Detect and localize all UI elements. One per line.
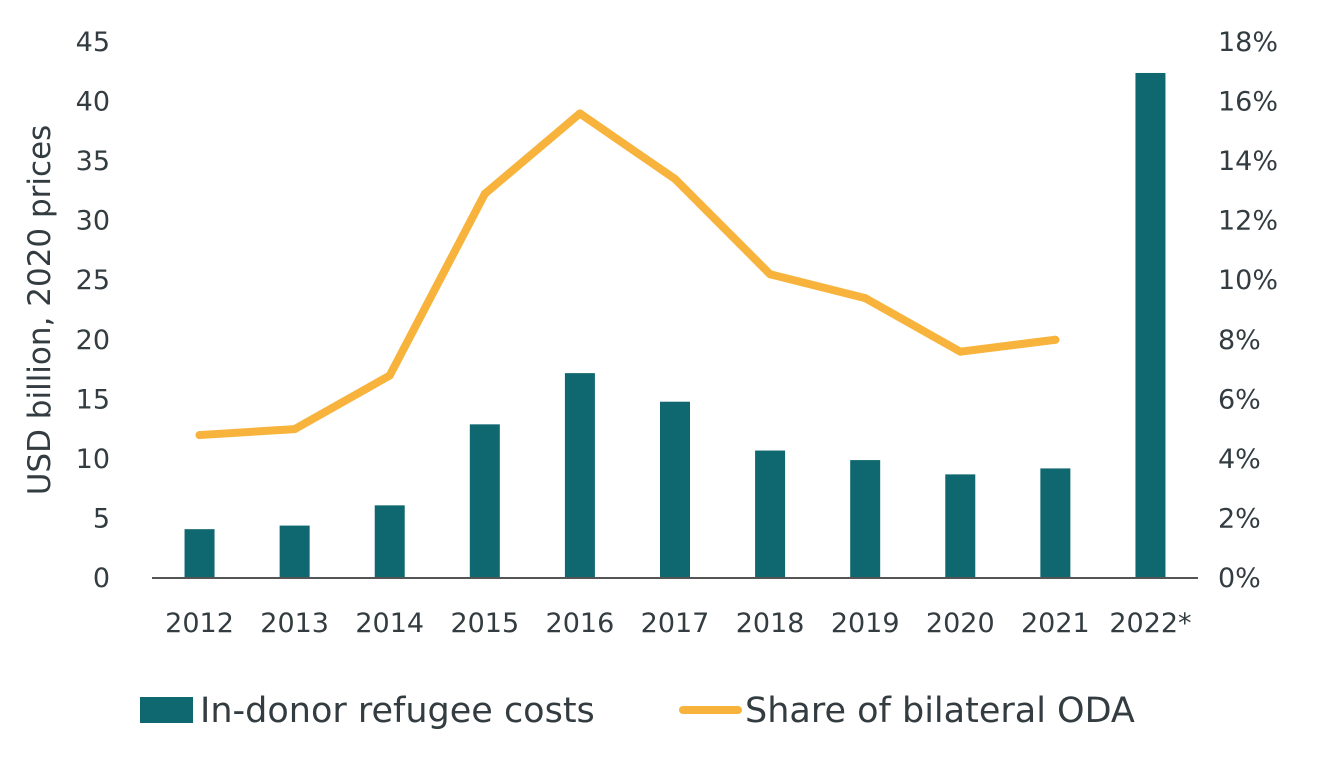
- line-point: [956, 347, 965, 356]
- bar: [184, 529, 215, 578]
- legend: In-donor refugee costs Share of bilatera…: [140, 691, 1135, 731]
- y-tick-label: 10: [76, 444, 110, 475]
- bar: [1040, 468, 1071, 578]
- line-point: [671, 174, 679, 183]
- line-point: [195, 431, 204, 440]
- legend-line-label: Share of bilateral ODA: [745, 691, 1135, 731]
- left-axis-ticks: 0 5 10 15 20 25 30 35 40 45: [76, 27, 110, 594]
- y-tick-label: 45: [76, 27, 110, 58]
- y2-tick-label: 18%: [1218, 27, 1278, 58]
- y-tick-label: 35: [76, 146, 110, 177]
- x-tick-label: 2019: [831, 608, 900, 639]
- y-tick-label: 0: [93, 563, 110, 594]
- line-point: [1051, 335, 1060, 344]
- y2-tick-label: 4%: [1218, 444, 1261, 475]
- y2-tick-label: 0%: [1218, 563, 1261, 594]
- line-point: [480, 189, 489, 198]
- y-tick-label: 5: [93, 503, 110, 534]
- x-tick-label: 2015: [450, 608, 519, 639]
- y-tick-label: 25: [76, 265, 110, 296]
- x-axis-ticks: 2012 2013 2014 2015 2016 2017 2018 2019 2020 2021…: [165, 608, 1191, 639]
- bar: [374, 505, 405, 578]
- y2-tick-label: 16%: [1218, 87, 1278, 118]
- y2-tick-label: 10%: [1218, 265, 1278, 296]
- line-point: [290, 425, 299, 434]
- line-point: [766, 270, 775, 279]
- line-series: [195, 109, 1060, 440]
- bar-series: [184, 72, 1166, 579]
- x-tick-label: 2021: [1021, 608, 1090, 639]
- bar: [660, 401, 690, 578]
- right-axis-ticks: 0% 2% 4% 6% 8% 10% 12% 14% 16% 18%: [1218, 27, 1278, 594]
- bar: [279, 525, 310, 578]
- bar: [850, 460, 881, 578]
- x-tick-label: 2014: [355, 608, 424, 639]
- y2-tick-label: 2%: [1218, 503, 1261, 534]
- line-point: [575, 109, 584, 118]
- y2-tick-label: 12%: [1218, 206, 1278, 237]
- y-tick-label: 20: [76, 325, 110, 356]
- bar: [469, 424, 500, 578]
- x-tick-label: 2013: [260, 608, 329, 639]
- y2-tick-label: 6%: [1218, 384, 1261, 415]
- legend-bar-label: In-donor refugee costs: [200, 691, 595, 731]
- y2-tick-label: 8%: [1218, 325, 1261, 356]
- bar: [1135, 72, 1166, 579]
- bar: [945, 474, 976, 578]
- y2-tick-label: 14%: [1218, 146, 1278, 177]
- x-tick-label: 2020: [926, 608, 995, 639]
- y-tick-label: 30: [76, 206, 110, 237]
- line-point: [861, 294, 870, 303]
- y-tick-label: 40: [76, 87, 110, 118]
- x-tick-label: 2016: [546, 608, 615, 639]
- y-tick-label: 15: [76, 384, 110, 415]
- x-tick-label: 2022*: [1109, 608, 1191, 639]
- y-axis-title: USD billion, 2020 prices: [22, 125, 58, 496]
- x-tick-label: 2018: [736, 608, 805, 639]
- legend-bar-swatch: [140, 697, 193, 723]
- series-line: [195, 109, 1060, 440]
- bar: [755, 450, 786, 578]
- x-tick-label: 2012: [165, 608, 234, 639]
- x-tick-label: 2017: [641, 608, 710, 639]
- bar: [564, 373, 595, 578]
- line-point: [385, 371, 394, 380]
